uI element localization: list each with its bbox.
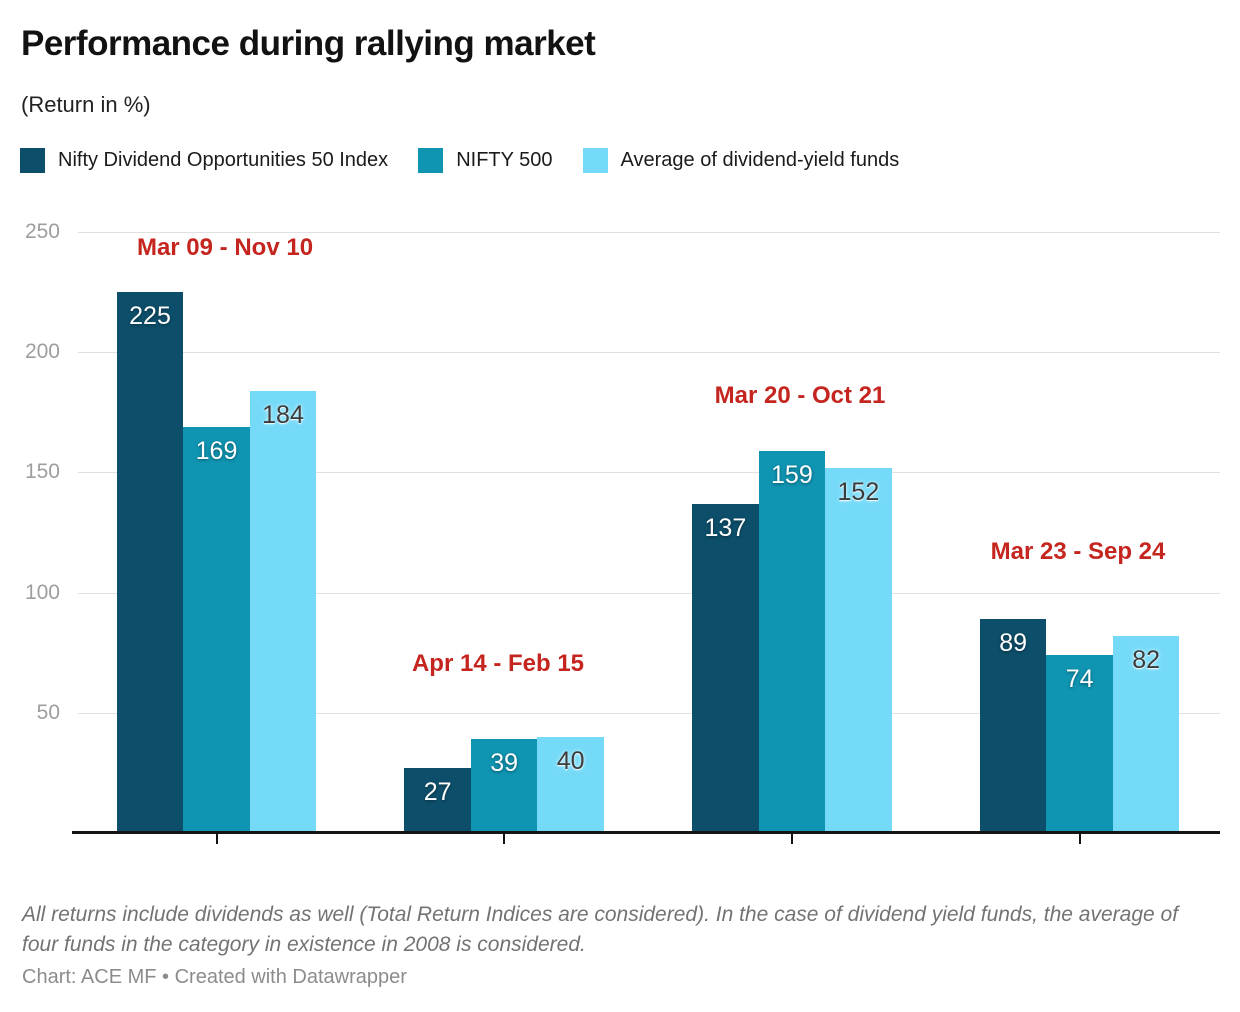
- gridline: [78, 592, 1220, 594]
- gridline: [78, 712, 1220, 714]
- gridline: [78, 232, 1220, 233]
- period-annotation: Mar 09 - Nov 10: [136, 234, 314, 261]
- legend-swatch: [20, 148, 45, 173]
- bar-value-label: 137: [704, 513, 747, 542]
- gridline: [78, 472, 1220, 474]
- bar-value-label: 225: [129, 302, 171, 331]
- gridline: [78, 352, 1220, 354]
- bar: 184: [249, 390, 317, 833]
- bar: 40: [537, 736, 604, 833]
- legend-label: Nifty Dividend Opportunities 50 Index: [58, 149, 389, 171]
- footnote: All returns include dividends as well (T…: [22, 903, 1179, 956]
- bar-value-label: 169: [195, 436, 238, 465]
- bar: 169: [183, 426, 250, 833]
- bar-value-label: 82: [1132, 645, 1160, 674]
- bar: 39: [470, 739, 538, 833]
- bar: 159: [758, 450, 826, 833]
- bar: 152: [825, 467, 892, 833]
- bar: 82: [1112, 635, 1180, 833]
- period-annotation: Mar 20 - Oct 21: [714, 382, 886, 409]
- legend: Nifty Dividend Opportunities 50 Index NIF…: [20, 148, 899, 173]
- y-axis-label: 250: [24, 220, 60, 243]
- chart-subtitle: (Return in %): [21, 92, 151, 117]
- bar-value-label: 40: [556, 746, 585, 775]
- legend-label: NIFTY 500: [456, 149, 553, 171]
- bar-value-label: 184: [262, 400, 304, 429]
- x-axis-baseline: [72, 831, 1220, 834]
- bar: 89: [979, 619, 1047, 833]
- bar: 137: [692, 503, 759, 833]
- y-axis-label: 150: [24, 460, 60, 484]
- bar-value-label: 89: [999, 629, 1027, 658]
- y-axis-label: 200: [24, 340, 60, 364]
- bar-value-label: 74: [1065, 665, 1094, 694]
- bar-value-label: 27: [423, 778, 452, 807]
- axis-tick: [215, 833, 218, 844]
- legend-item: NIFTY 500: [418, 148, 553, 173]
- legend-item: Nifty Dividend Opportunities 50 Index: [20, 148, 388, 173]
- axis-tick: [790, 833, 793, 844]
- legend-swatch: [582, 148, 608, 173]
- page-title: Performance during rallying market: [21, 24, 596, 63]
- legend-swatch: [418, 148, 444, 173]
- credit-line: Chart: ACE MF • Created with Datawrapper: [22, 966, 407, 988]
- axis-tick: [1078, 833, 1081, 844]
- y-axis-label: 100: [24, 580, 60, 604]
- bar-value-label: 152: [837, 477, 880, 506]
- legend-item: Average of dividend-yield funds: [582, 148, 900, 173]
- bar: 27: [404, 768, 471, 833]
- y-axis-label: 50: [36, 700, 60, 724]
- bar: 74: [1046, 655, 1113, 833]
- bar-value-label: 159: [771, 460, 813, 489]
- legend-label: Average of dividend-yield funds: [620, 149, 900, 171]
- bar-value-label: 39: [490, 749, 519, 778]
- bar: 225: [116, 292, 184, 833]
- period-annotation: Mar 23 - Sep 24: [990, 538, 1166, 565]
- axis-tick: [503, 833, 506, 844]
- period-annotation: Apr 14 - Feb 15: [411, 650, 585, 677]
